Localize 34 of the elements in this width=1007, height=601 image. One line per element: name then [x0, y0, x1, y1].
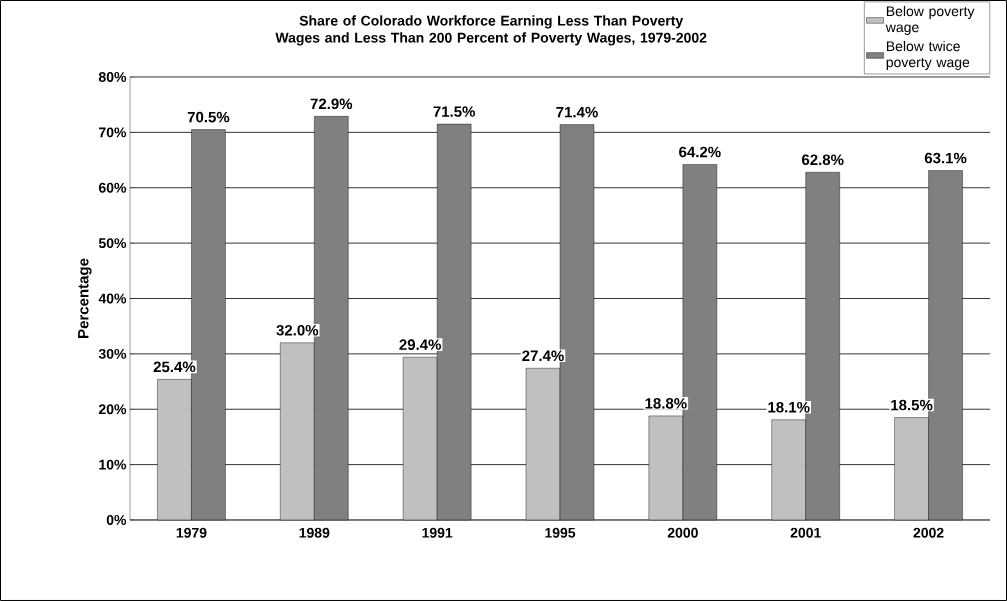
data-label: 63.1% — [924, 152, 967, 164]
x-tick-label: 1979 — [176, 527, 207, 538]
y-tick-label: 0% — [106, 515, 127, 525]
x-tick-label: 2000 — [667, 527, 698, 538]
data-label: 27.4% — [522, 350, 564, 362]
x-tick-label: 1991 — [422, 527, 453, 538]
y-tick-label: 10% — [99, 459, 127, 470]
legend-label: Below twice poverty wage — [886, 40, 970, 70]
data-label: 25.4% — [153, 361, 196, 373]
legend-label: Below poverty wage — [885, 5, 975, 35]
y-tick-label: 50% — [98, 238, 127, 249]
y-tick-label: 80% — [98, 72, 127, 82]
data-label: 32.0% — [276, 324, 319, 336]
y-tick-label: 20% — [98, 404, 127, 415]
data-label: 72.9% — [310, 98, 353, 110]
y-tick-label: 70% — [99, 127, 127, 138]
x-tick-label: 2001 — [790, 527, 821, 538]
data-label: 64.2% — [679, 146, 721, 158]
y-tick-label: 60% — [98, 182, 127, 193]
data-label: 18.1% — [768, 401, 810, 413]
y-tick-label: 30% — [98, 348, 127, 359]
data-label: 18.5% — [891, 399, 933, 411]
data-label: 62.8% — [801, 154, 844, 166]
y-axis-title: Percentage — [78, 258, 92, 338]
data-label: 70.5% — [187, 111, 230, 123]
data-label: 71.4% — [556, 106, 598, 118]
data-label: 71.5% — [433, 106, 476, 117]
data-label: 29.4% — [399, 339, 442, 350]
x-tick-label: 2002 — [913, 527, 944, 538]
x-tick-label: 1995 — [545, 527, 576, 538]
x-tick-label: 1989 — [299, 527, 330, 538]
y-tick-label: 40% — [98, 293, 127, 304]
data-label: 18.8% — [645, 398, 687, 409]
chart-title: Share of Colorado Workforce Earning Less Than Poverty Wages and Less Than 200 Percent of Poverty Wages, 1979-2002 — [275, 15, 707, 46]
